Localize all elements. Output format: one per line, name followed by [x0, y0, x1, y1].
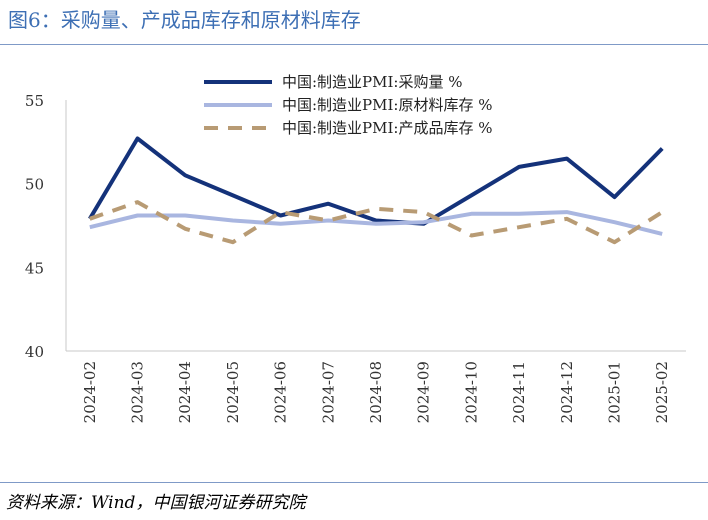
x-tick-label: 2024-03 — [129, 361, 147, 423]
x-tick-label: 2024-10 — [462, 361, 480, 423]
x-tick-label: 2024-05 — [224, 361, 242, 423]
x-tick-label: 2024-08 — [367, 361, 385, 423]
x-tick-label: 2024-11 — [510, 361, 528, 423]
x-tick-label: 2024-02 — [81, 361, 99, 423]
legend-label-3: 中国:制造业PMI:产成品库存 % — [282, 119, 493, 137]
y-tick-label: 45 — [25, 259, 44, 277]
legend-label-2: 中国:制造业PMI:原材料库存 % — [282, 96, 493, 114]
series-line-1 — [88, 136, 664, 226]
line-chart: 40 45 50 55 2024-02 2024-03 2024-04 2024-05 2024… — [25, 73, 686, 423]
chart-axes: 40 45 50 55 2024-02 2024-03 2024-04 2024-05 2024… — [25, 92, 686, 423]
source-divider — [0, 482, 708, 483]
x-tick-label: 2024-09 — [415, 361, 433, 423]
x-tick-label: 2025-02 — [653, 361, 671, 423]
x-tick-label: 2024-06 — [272, 361, 290, 423]
x-tick-label: 2024-07 — [319, 361, 337, 423]
y-tick-label: 40 — [25, 343, 44, 361]
title-divider — [0, 44, 708, 45]
x-tick-label: 2025-01 — [605, 361, 623, 423]
x-tick-label: 2024-04 — [176, 361, 194, 423]
source-note: 资料来源：Wind，中国银河证券研究院 — [6, 493, 306, 513]
series-line-2 — [89, 210, 663, 236]
legend-label-1: 中国:制造业PMI:采购量 % — [282, 73, 463, 91]
y-tick-label: 50 — [25, 176, 44, 194]
chart-legend: 中国:制造业PMI:采购量 % 中国:制造业PMI:原材料库存 % 中国:制造业PM… — [204, 73, 493, 137]
series-layer — [88, 136, 664, 245]
series-line-3 — [89, 200, 664, 245]
figure-title: 图6：采购量、产成品库存和原材料库存 — [8, 8, 361, 32]
x-tick-label: 2024-12 — [558, 361, 576, 423]
y-tick-label: 55 — [25, 92, 44, 110]
